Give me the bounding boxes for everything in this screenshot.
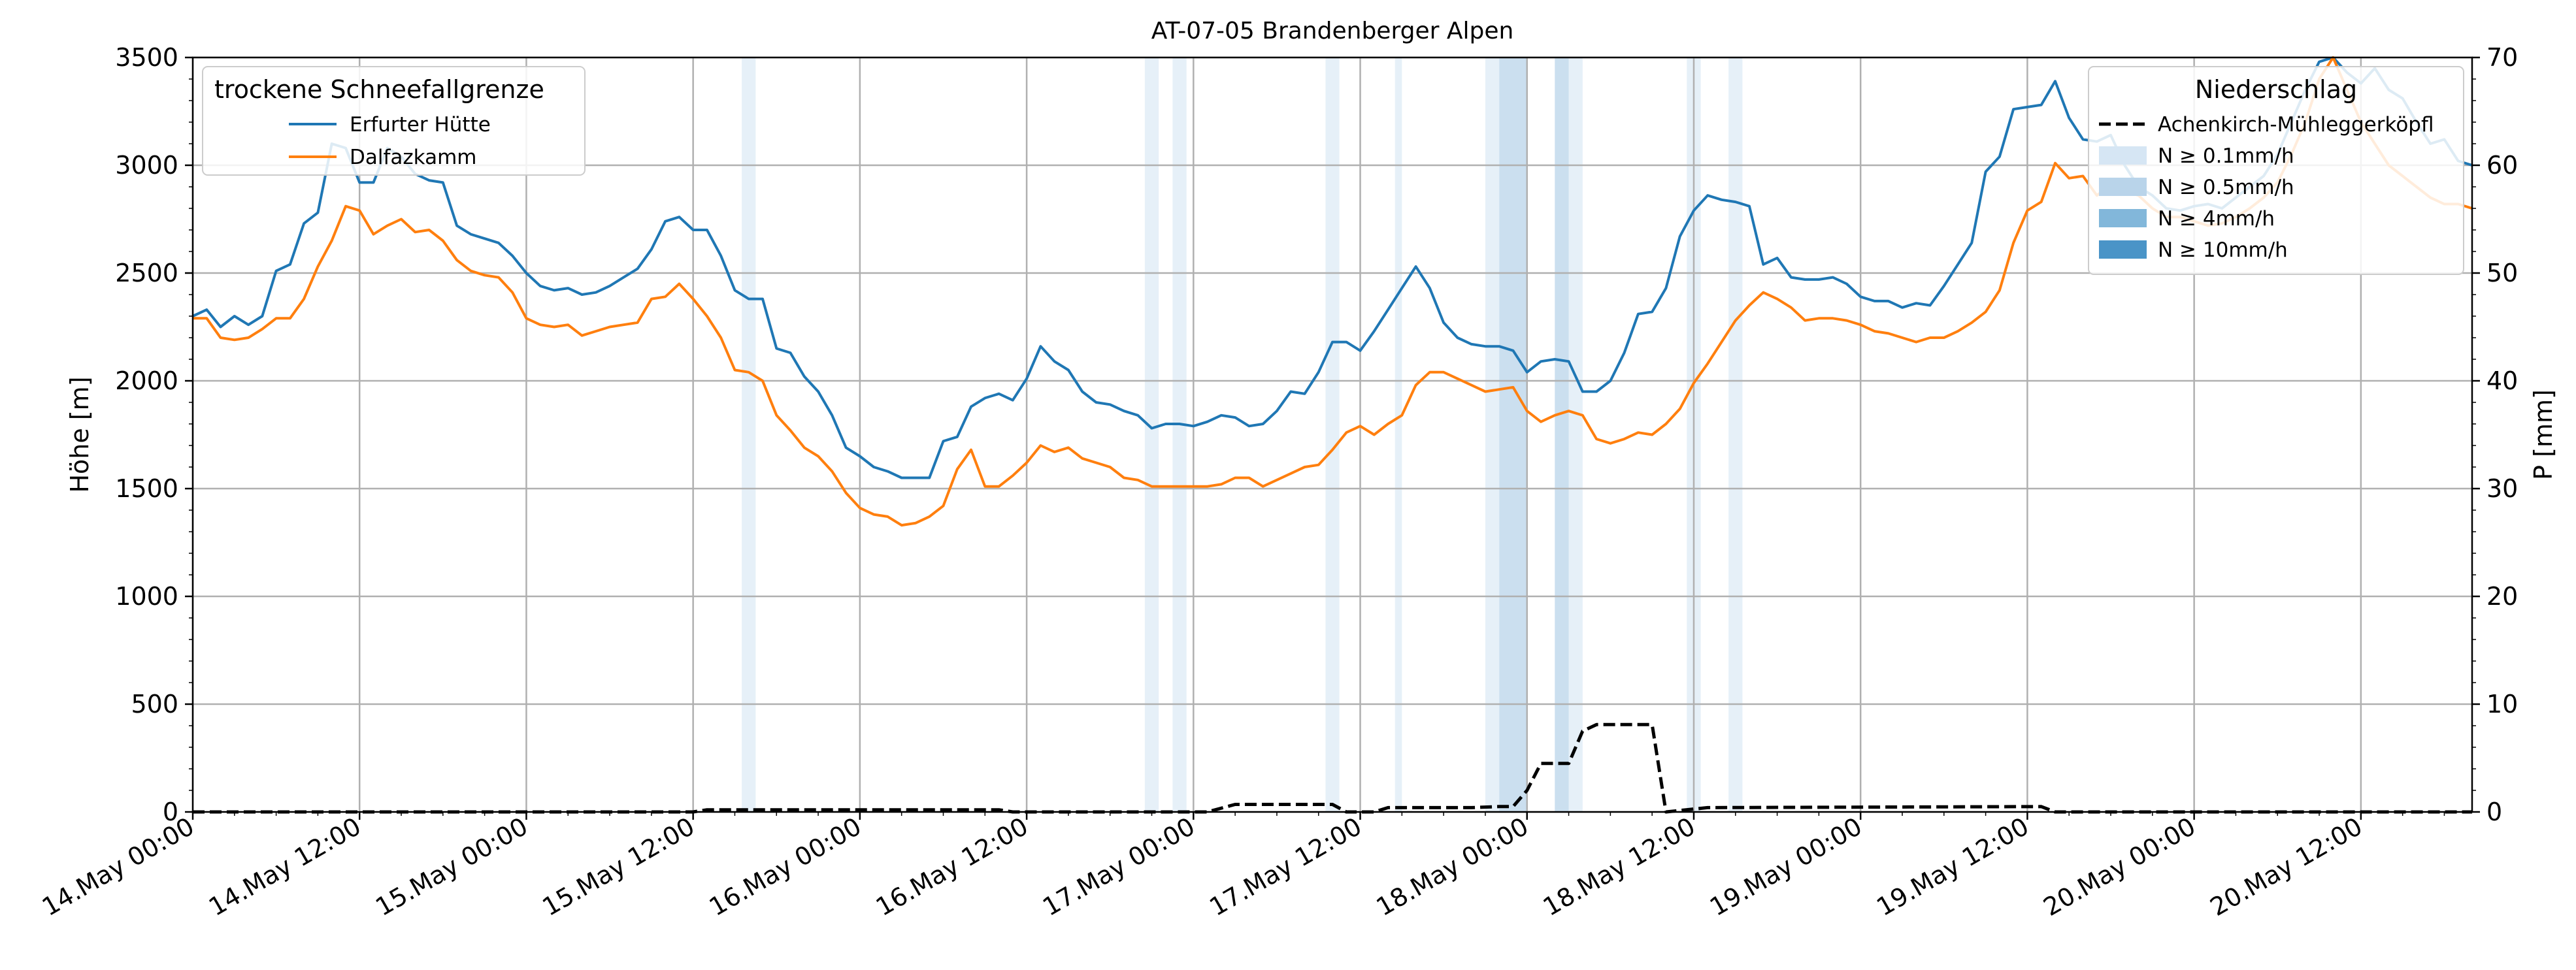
y-axis-label-left: Höhe [m]	[65, 376, 94, 493]
y2-tick-label: 70	[2486, 43, 2518, 72]
y2-tick-label: 20	[2486, 582, 2518, 611]
precip-bands	[742, 57, 1743, 812]
precip-band	[1485, 57, 1500, 812]
y-axis-label-right: P [mm]	[2529, 389, 2558, 480]
legend-title: trockene Schneefallgrenze	[214, 75, 544, 104]
legend-label: N ≥ 10mm/h	[2158, 238, 2288, 262]
y2-tick-label: 50	[2486, 259, 2518, 287]
legend-swatch	[2099, 209, 2147, 227]
legend-swatch	[2099, 240, 2147, 259]
y-tick-label: 2500	[115, 259, 178, 287]
precip-band	[1728, 57, 1743, 812]
precip-band	[742, 57, 756, 812]
y-tick-label: 0	[163, 798, 178, 826]
precip-band	[1144, 57, 1159, 812]
legend-label: Achenkirch-Mühleggerköpfl	[2158, 113, 2434, 137]
legend-box	[202, 66, 586, 176]
y-tick-label: 3500	[115, 43, 178, 72]
precip-band	[1172, 57, 1187, 812]
y-tick-label: 3000	[115, 151, 178, 180]
precip-band	[1395, 57, 1402, 812]
y2-tick-label: 0	[2486, 798, 2502, 826]
precip-band	[1499, 57, 1527, 812]
legend-precipitation: Niederschlag Achenkirch-Mühleggerköpfl N ≥…	[2088, 66, 2464, 275]
y2-tick-label: 30	[2486, 474, 2518, 503]
y-tick-label: 1500	[115, 474, 178, 503]
legend-label: N ≥ 0.5mm/h	[2158, 176, 2294, 199]
y-tick-label: 1000	[115, 582, 178, 611]
y-tick-label: 500	[131, 690, 178, 719]
legend-box	[2088, 66, 2464, 275]
chart-title: AT-07-05 Brandenberger Alpen	[1151, 18, 1514, 44]
series-line-achenkirch-m-hleggerk-pfl	[193, 722, 2472, 814]
legend-swatch	[2099, 146, 2147, 165]
legend-label: Dalfazkamm	[350, 146, 476, 169]
legend-label: N ≥ 0.1mm/h	[2158, 144, 2294, 168]
legend-swatch	[2099, 178, 2147, 196]
precip-band	[1325, 57, 1340, 812]
y-tick-label: 2000	[115, 366, 178, 395]
legend-label: N ≥ 4mm/h	[2158, 207, 2275, 231]
plot-frame	[191, 56, 2473, 813]
y2-tick-label: 60	[2486, 151, 2518, 180]
legend-title: Niederschlag	[2195, 75, 2357, 104]
legends: trockene Schneefallgrenze Erfurter Hütte D…	[202, 66, 2464, 275]
precip-band	[1568, 57, 1583, 812]
legend-snowline: trockene Schneefallgrenze Erfurter Hütte D…	[202, 66, 586, 176]
precip-band	[1555, 57, 1569, 812]
y2-tick-label: 40	[2486, 366, 2518, 395]
legend-label: Erfurter Hütte	[350, 113, 491, 137]
y2-tick-label: 10	[2486, 690, 2518, 719]
